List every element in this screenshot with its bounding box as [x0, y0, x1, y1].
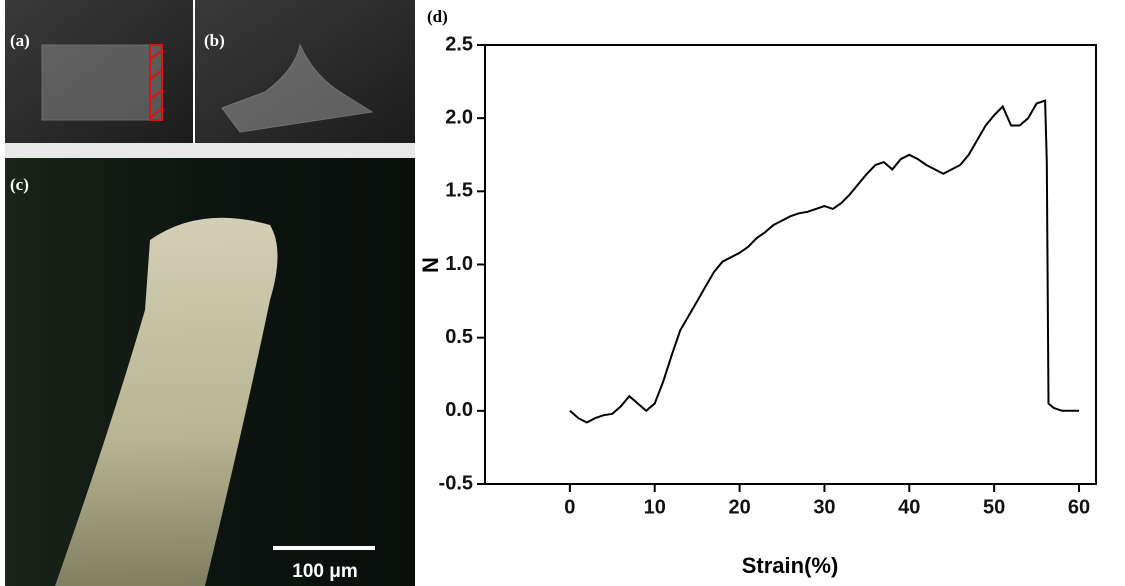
x-tick-label: 40 — [898, 496, 920, 518]
x-tick-label: 10 — [644, 496, 666, 518]
panel-label: (c) — [10, 175, 29, 194]
x-tick-label: 20 — [728, 496, 750, 518]
panel-label: (d) — [427, 7, 448, 26]
y-tick-label: 0.0 — [445, 399, 473, 421]
divider — [5, 143, 415, 158]
panel-label: (a) — [10, 31, 30, 50]
y-tick-label: 2.5 — [445, 33, 473, 55]
x-tick-label: 0 — [564, 496, 575, 518]
y-tick-label: 1.0 — [445, 253, 473, 275]
bent-film — [221, 43, 374, 133]
y-tick-label: -0.5 — [439, 472, 473, 494]
y-tick-label: 2.0 — [445, 106, 473, 128]
y-axis-label: N — [418, 257, 443, 273]
hatch — [149, 49, 163, 119]
y-tick-label: 0.5 — [445, 326, 473, 348]
film — [41, 44, 163, 121]
photo-b — [195, 0, 415, 143]
scale-label: 100 μm — [292, 561, 358, 582]
x-tick-label: 50 — [983, 496, 1005, 518]
x-tick-label: 60 — [1068, 496, 1090, 518]
force-line — [569, 99, 1079, 424]
marked-region — [149, 44, 163, 121]
x-tick-label: 30 — [813, 496, 835, 518]
fiber — [55, 217, 278, 586]
panel-label: (b) — [204, 31, 225, 50]
y-tick-label: 1.5 — [445, 180, 473, 202]
x-axis-label: Strain(%) — [742, 553, 839, 578]
